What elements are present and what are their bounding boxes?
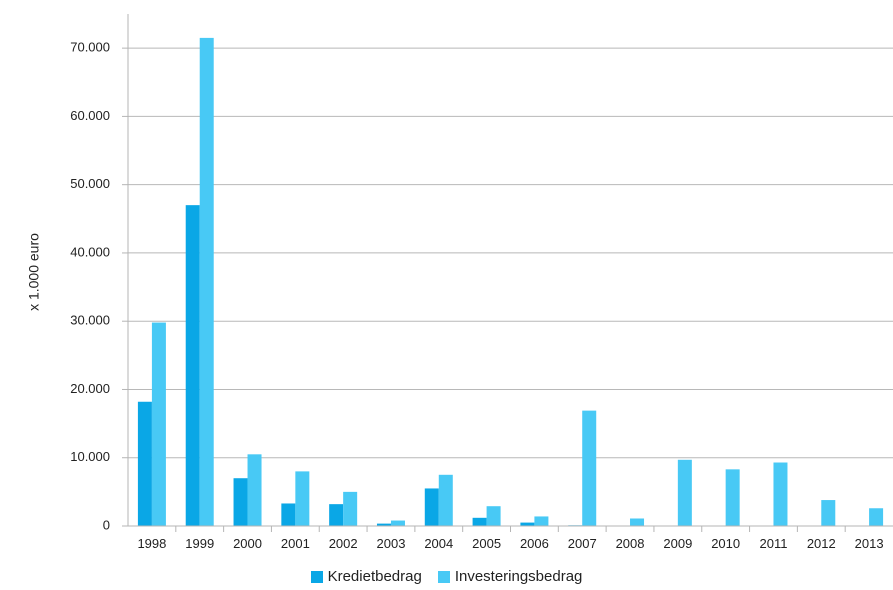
x-tick-label: 2001 [281, 536, 310, 551]
x-tick-label: 2009 [663, 536, 692, 551]
bar-investeringsbedrag-2004 [438, 474, 453, 526]
legend-swatch-kredietbedrag [310, 570, 323, 583]
x-tick-label: 2008 [616, 536, 645, 551]
bar-kredietbedrag-1999 [185, 205, 200, 526]
bar-investeringsbedrag-2006 [534, 516, 549, 526]
x-tick-label: 1998 [137, 536, 166, 551]
bar-investeringsbedrag-2010 [725, 469, 740, 526]
gridlines [122, 47, 893, 527]
y-tick-label: 0 [103, 517, 110, 532]
x-tick-label: 2003 [377, 536, 406, 551]
bar-investeringsbedrag-1999 [199, 37, 214, 526]
bar-investeringsbedrag-2002 [343, 491, 358, 526]
y-tick-label: 30.000 [70, 313, 110, 328]
x-tick-label: 2002 [329, 536, 358, 551]
x-tick-label: 2004 [424, 536, 453, 551]
y-tick-label: 10.000 [70, 449, 110, 464]
y-tick-label: 50.000 [70, 176, 110, 191]
bar-kredietbedrag-2006 [520, 522, 535, 526]
bar-kredietbedrag-1998 [137, 401, 152, 526]
x-tick-label: 2010 [711, 536, 740, 551]
bar-investeringsbedrag-2012 [821, 500, 836, 526]
legend: Kredietbedrag Investeringsbedrag [0, 568, 893, 585]
bar-kredietbedrag-2004 [424, 488, 439, 526]
bar-kredietbedrag-2001 [281, 503, 296, 526]
bar-investeringsbedrag-2011 [773, 462, 788, 526]
x-tick-label: 2006 [520, 536, 549, 551]
bar-investeringsbedrag-2009 [677, 459, 692, 526]
bar-kredietbedrag-2003 [376, 523, 391, 526]
bar-investeringsbedrag-2003 [390, 520, 405, 526]
bar-kredietbedrag-2005 [472, 517, 487, 526]
legend-label-investeringsbedrag: Investeringsbedrag [454, 568, 583, 585]
y-tick-label: 20.000 [70, 381, 110, 396]
bar-investeringsbedrag-2007 [582, 410, 597, 526]
y-axis-ticks: 0 10.000 20.000 30.000 40.000 50.000 60.000 70.… [70, 40, 110, 533]
bar-investeringsbedrag-2001 [295, 471, 310, 526]
x-tick-label: 2013 [855, 536, 884, 551]
legend-swatch-investeringsbedrag [437, 570, 450, 583]
bars [137, 37, 884, 526]
bar-investeringsbedrag-1998 [151, 322, 166, 526]
bar-kredietbedrag-2002 [329, 504, 344, 526]
bar-investeringsbedrag-2005 [486, 506, 501, 526]
bar-investeringsbedrag-2013 [869, 508, 884, 526]
x-tick-label: 2007 [568, 536, 597, 551]
x-tick-label: 1999 [185, 536, 214, 551]
bar-kredietbedrag-2000 [233, 478, 248, 526]
y-axis-title: x 1.000 euro [26, 233, 42, 311]
legend-item-investeringsbedrag: Investeringsbedrag [437, 568, 583, 585]
y-tick-label: 60.000 [70, 108, 110, 123]
x-axis-ticks: 1998 1999 2000 2001 2002 2003 2004 2005 2006 2007… [137, 526, 884, 551]
x-tick-label: 2012 [807, 536, 836, 551]
legend-item-kredietbedrag: Kredietbedrag [310, 568, 422, 585]
x-tick-label: 2000 [233, 536, 262, 551]
legend-label-kredietbedrag: Kredietbedrag [327, 568, 422, 585]
x-tick-label: 2005 [472, 536, 501, 551]
y-tick-label: 40.000 [70, 244, 110, 259]
bar-investeringsbedrag-2008 [630, 518, 645, 526]
y-tick-label: 70.000 [70, 40, 110, 55]
x-tick-label: 2011 [759, 536, 787, 551]
bar-investeringsbedrag-2000 [247, 454, 262, 526]
